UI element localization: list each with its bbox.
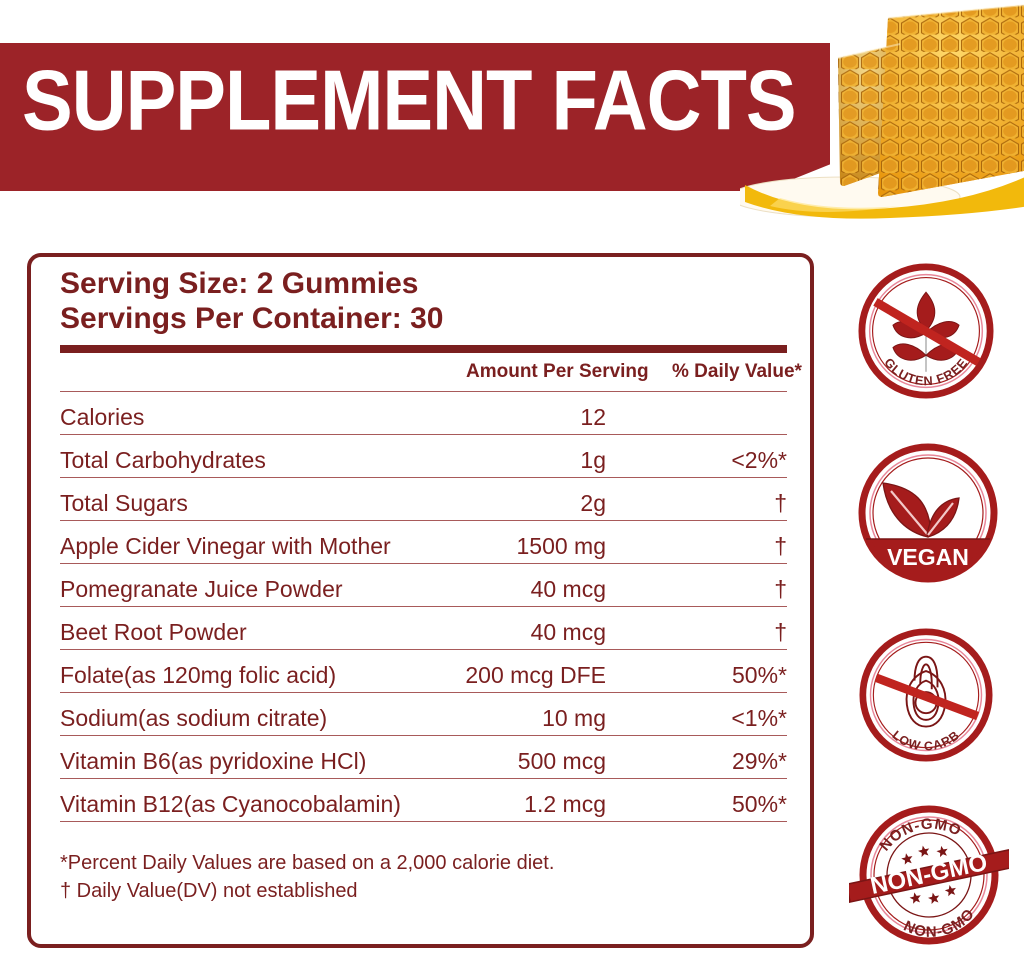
svg-text:NON-GMO: NON-GMO	[868, 849, 990, 900]
svg-text:VEGAN: VEGAN	[887, 544, 969, 570]
